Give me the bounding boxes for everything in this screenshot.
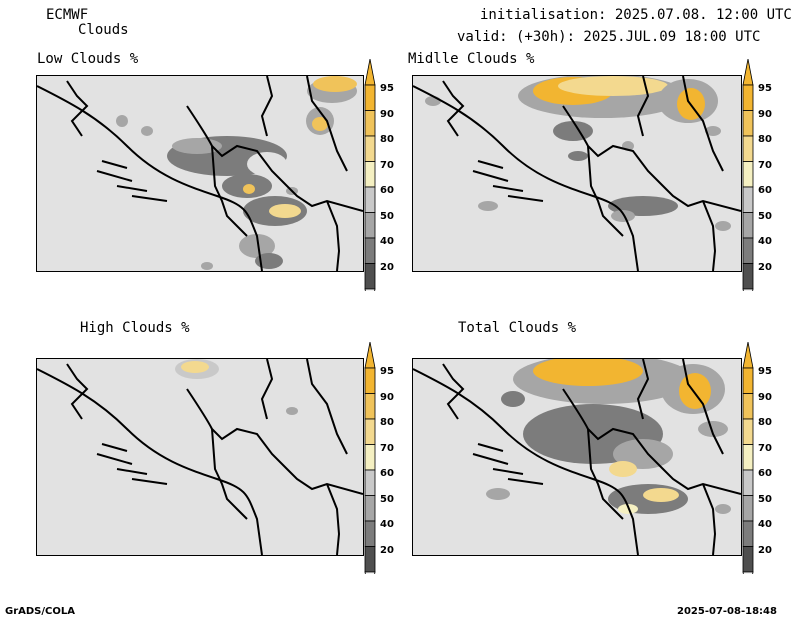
colorbar-segment — [365, 162, 375, 188]
colorbar-segment — [743, 470, 753, 496]
panel-title-total: Total Clouds % — [458, 320, 576, 336]
colorbar-segment — [365, 368, 375, 394]
colorbar-segment — [365, 445, 375, 471]
colorbar-label: 95 — [380, 367, 394, 377]
colorbar-label: 95 — [380, 84, 394, 94]
map-low-clouds — [36, 75, 364, 272]
cloud-cover-low — [116, 76, 357, 270]
colorbar-segment — [743, 111, 753, 137]
colorbar-segment — [365, 213, 375, 239]
colorbar-segment — [743, 264, 753, 290]
map-middle-clouds — [412, 75, 742, 272]
colorbar-label: 70 — [758, 444, 772, 454]
map-high-clouds — [36, 358, 364, 556]
model-label: ECMWF — [46, 7, 88, 23]
colorbar-segment — [365, 136, 375, 162]
colorbar-label: 60 — [758, 186, 772, 196]
colorbar-segment — [743, 394, 753, 420]
colorbar-segment — [365, 419, 375, 445]
colorbar-top-triangle — [743, 59, 753, 85]
colorbar-label: 50 — [380, 212, 394, 222]
colorbar-label: 20 — [380, 263, 394, 273]
colorbar-label: 80 — [758, 135, 772, 145]
colorbar-segment — [365, 394, 375, 420]
colorbar-top-triangle — [365, 59, 375, 85]
cloud-cover-high — [175, 359, 298, 415]
colorbar-label: 90 — [758, 110, 772, 120]
colorbar-label: 80 — [380, 418, 394, 428]
colorbar-segment — [743, 213, 753, 239]
colorbar-high: 95 90 80 70 60 50 40 20 — [364, 342, 398, 574]
colorbar-segment — [365, 264, 375, 290]
colorbar-middle: 95 90 80 70 60 50 40 20 — [742, 59, 776, 291]
colorbar-label: 20 — [758, 546, 772, 556]
colorbar-label: 60 — [758, 469, 772, 479]
colorbar-total: 95 90 80 70 60 50 40 20 — [742, 342, 776, 574]
colorbar-label: 70 — [380, 444, 394, 454]
colorbar-label: 50 — [758, 212, 772, 222]
panel-title-low: Low Clouds % — [37, 51, 138, 67]
colorbar-segment — [365, 238, 375, 264]
colorbar-label: 90 — [758, 393, 772, 403]
colorbar-label: 95 — [758, 84, 772, 94]
cloud-cover-middle — [425, 76, 731, 231]
colorbar-segment — [743, 547, 753, 573]
product-label: Clouds — [78, 22, 129, 38]
colorbar-bottom-triangle — [743, 572, 753, 574]
panel-title-middle: Midlle Clouds % — [408, 51, 534, 67]
colorbar-segment — [743, 162, 753, 188]
colorbar-segment — [743, 187, 753, 213]
colorbar-label: 90 — [380, 393, 394, 403]
colorbar-segment — [743, 85, 753, 111]
colorbar-top-triangle — [365, 342, 375, 368]
colorbar-low: 95 90 80 70 60 50 40 20 — [364, 59, 398, 291]
colorbar-bottom-triangle — [743, 289, 753, 291]
colorbar-label: 50 — [758, 495, 772, 505]
colorbar-label: 40 — [380, 237, 394, 247]
colorbar-segment — [365, 521, 375, 547]
colorbar-label: 20 — [758, 263, 772, 273]
colorbar-label: 50 — [380, 495, 394, 505]
colorbar-label: 70 — [758, 161, 772, 171]
colorbar-top-triangle — [743, 342, 753, 368]
colorbar-segment — [743, 136, 753, 162]
colorbar-label: 20 — [380, 546, 394, 556]
colorbar-segment — [743, 521, 753, 547]
valid-time-label: valid: (+30h): 2025.JUL.09 18:00 UTC — [457, 29, 760, 45]
colorbar-segment — [365, 470, 375, 496]
colorbar-label: 70 — [380, 161, 394, 171]
colorbar-label: 40 — [380, 520, 394, 530]
colorbar-segment — [365, 85, 375, 111]
colorbar-segment — [365, 111, 375, 137]
colorbar-bottom-triangle — [365, 572, 375, 574]
cloud-cover-total — [486, 359, 731, 514]
colorbar-label: 40 — [758, 237, 772, 247]
colorbar-label: 60 — [380, 469, 394, 479]
map-total-clouds — [412, 358, 742, 556]
colorbar-segment — [743, 496, 753, 522]
colorbar-segment — [743, 368, 753, 394]
colorbar-label: 90 — [380, 110, 394, 120]
colorbar-segment — [743, 419, 753, 445]
colorbar-label: 80 — [380, 135, 394, 145]
initialisation-label: initialisation: 2025.07.08. 12:00 UTC — [480, 7, 792, 23]
colorbar-label: 95 — [758, 367, 772, 377]
colorbar-segment — [365, 187, 375, 213]
borders-high — [37, 359, 363, 555]
panel-title-high: High Clouds % — [80, 320, 190, 336]
colorbar-segment — [365, 547, 375, 573]
colorbar-bottom-triangle — [365, 289, 375, 291]
colorbar-segment — [365, 496, 375, 522]
colorbar-label: 40 — [758, 520, 772, 530]
colorbar-segment — [743, 238, 753, 264]
colorbar-segment — [743, 445, 753, 471]
colorbar-label: 80 — [758, 418, 772, 428]
colorbar-label: 60 — [380, 186, 394, 196]
